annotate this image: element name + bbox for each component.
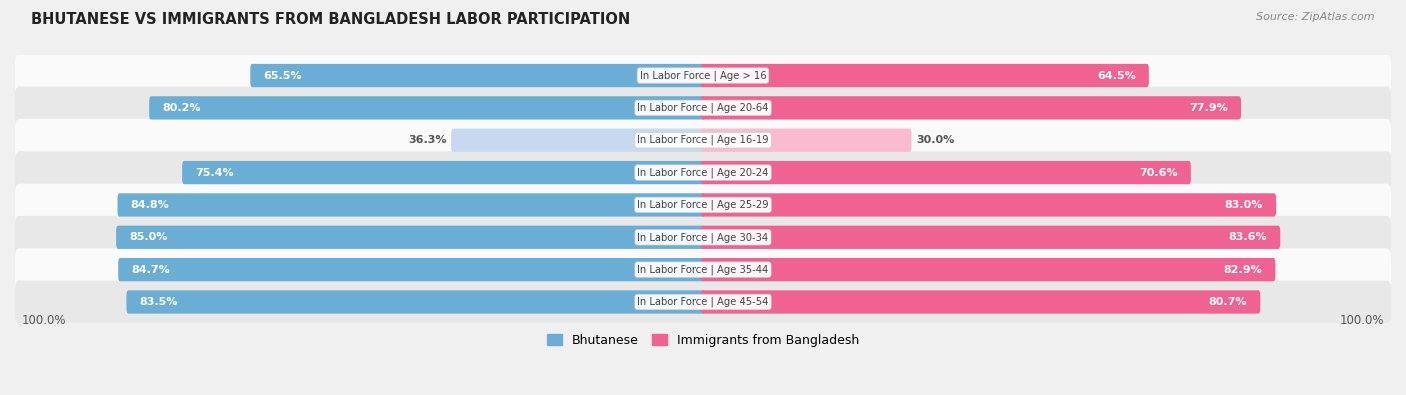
Text: BHUTANESE VS IMMIGRANTS FROM BANGLADESH LABOR PARTICIPATION: BHUTANESE VS IMMIGRANTS FROM BANGLADESH … [31, 12, 630, 27]
Text: 70.6%: 70.6% [1139, 167, 1178, 178]
FancyBboxPatch shape [702, 96, 1241, 120]
Text: In Labor Force | Age 35-44: In Labor Force | Age 35-44 [637, 264, 769, 275]
FancyBboxPatch shape [15, 184, 1391, 226]
Text: 65.5%: 65.5% [263, 71, 302, 81]
Text: 77.9%: 77.9% [1189, 103, 1227, 113]
Legend: Bhutanese, Immigrants from Bangladesh: Bhutanese, Immigrants from Bangladesh [543, 329, 863, 352]
FancyBboxPatch shape [15, 280, 1391, 324]
Text: 83.5%: 83.5% [139, 297, 179, 307]
Text: Source: ZipAtlas.com: Source: ZipAtlas.com [1257, 12, 1375, 22]
Text: 84.8%: 84.8% [131, 200, 169, 210]
FancyBboxPatch shape [183, 161, 704, 184]
FancyBboxPatch shape [127, 290, 704, 314]
Text: In Labor Force | Age 25-29: In Labor Force | Age 25-29 [637, 200, 769, 210]
Text: In Labor Force | Age 20-64: In Labor Force | Age 20-64 [637, 103, 769, 113]
FancyBboxPatch shape [702, 64, 1149, 87]
FancyBboxPatch shape [702, 129, 911, 152]
Text: In Labor Force | Age 16-19: In Labor Force | Age 16-19 [637, 135, 769, 145]
Text: 80.2%: 80.2% [162, 103, 201, 113]
Text: In Labor Force | Age 30-34: In Labor Force | Age 30-34 [637, 232, 769, 243]
Text: 100.0%: 100.0% [22, 314, 66, 327]
FancyBboxPatch shape [117, 226, 704, 249]
FancyBboxPatch shape [15, 119, 1391, 162]
Text: 75.4%: 75.4% [195, 167, 233, 178]
Text: 82.9%: 82.9% [1223, 265, 1263, 275]
FancyBboxPatch shape [15, 216, 1391, 259]
Text: 30.0%: 30.0% [917, 135, 955, 145]
FancyBboxPatch shape [118, 193, 704, 216]
FancyBboxPatch shape [15, 151, 1391, 194]
FancyBboxPatch shape [15, 54, 1391, 97]
FancyBboxPatch shape [118, 258, 704, 281]
FancyBboxPatch shape [149, 96, 704, 120]
FancyBboxPatch shape [15, 87, 1391, 129]
FancyBboxPatch shape [702, 290, 1260, 314]
Text: In Labor Force | Age > 16: In Labor Force | Age > 16 [640, 70, 766, 81]
FancyBboxPatch shape [250, 64, 704, 87]
Text: In Labor Force | Age 20-24: In Labor Force | Age 20-24 [637, 167, 769, 178]
FancyBboxPatch shape [15, 248, 1391, 291]
FancyBboxPatch shape [702, 193, 1277, 216]
Text: In Labor Force | Age 45-54: In Labor Force | Age 45-54 [637, 297, 769, 307]
FancyBboxPatch shape [702, 226, 1281, 249]
Text: 36.3%: 36.3% [408, 135, 446, 145]
Text: 83.6%: 83.6% [1229, 232, 1267, 242]
Text: 80.7%: 80.7% [1209, 297, 1247, 307]
Text: 84.7%: 84.7% [131, 265, 170, 275]
FancyBboxPatch shape [702, 161, 1191, 184]
Text: 64.5%: 64.5% [1097, 71, 1136, 81]
FancyBboxPatch shape [451, 129, 704, 152]
Text: 83.0%: 83.0% [1225, 200, 1263, 210]
FancyBboxPatch shape [702, 258, 1275, 281]
Text: 100.0%: 100.0% [1340, 314, 1384, 327]
Text: 85.0%: 85.0% [129, 232, 167, 242]
